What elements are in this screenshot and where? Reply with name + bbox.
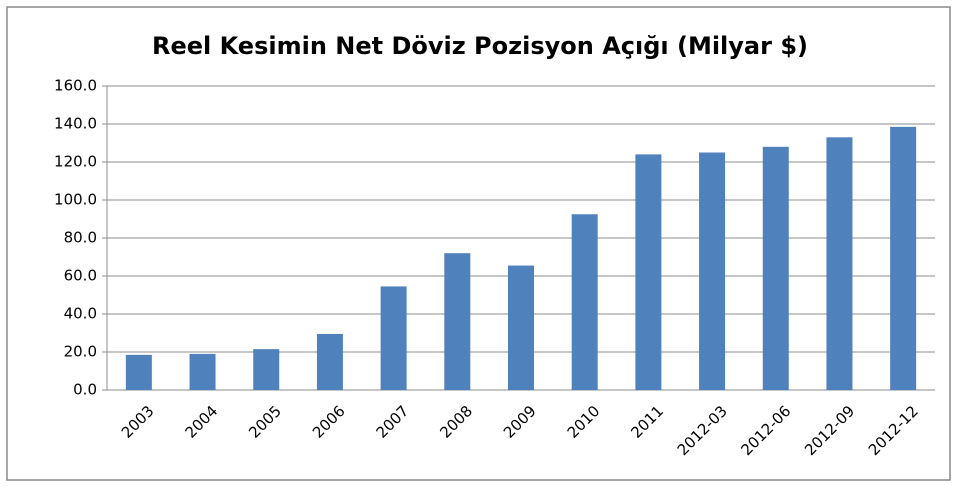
- y-tick-label: 160.0: [54, 77, 97, 95]
- bar: [316, 333, 343, 390]
- bar: [508, 265, 534, 390]
- bar: [380, 286, 407, 390]
- bar: [189, 353, 216, 390]
- chart-title: Reel Kesimin Net Döviz Pozisyon Açığı (M…: [152, 32, 808, 60]
- y-tick-label: 80.0: [64, 229, 97, 247]
- bar: [253, 349, 280, 390]
- bar: [125, 354, 152, 390]
- bar: [571, 214, 598, 390]
- y-tick-label: 140.0: [54, 115, 97, 133]
- y-tick-label: 40.0: [64, 305, 97, 323]
- bar: [635, 154, 662, 390]
- bar: [762, 146, 789, 390]
- bar: [890, 126, 917, 390]
- bar: [444, 253, 471, 390]
- y-tick-label: 100.0: [54, 191, 97, 209]
- bar: [826, 137, 853, 390]
- y-tick-label: 20.0: [64, 343, 97, 361]
- y-tick-label: 0.0: [73, 381, 97, 399]
- y-tick-label: 120.0: [54, 153, 97, 171]
- bar: [699, 152, 726, 390]
- y-tick-label: 60.0: [64, 267, 97, 285]
